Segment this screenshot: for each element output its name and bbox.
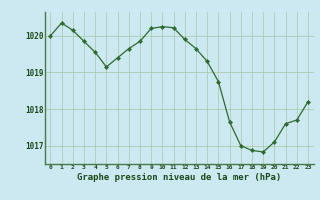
X-axis label: Graphe pression niveau de la mer (hPa): Graphe pression niveau de la mer (hPa): [77, 173, 281, 182]
